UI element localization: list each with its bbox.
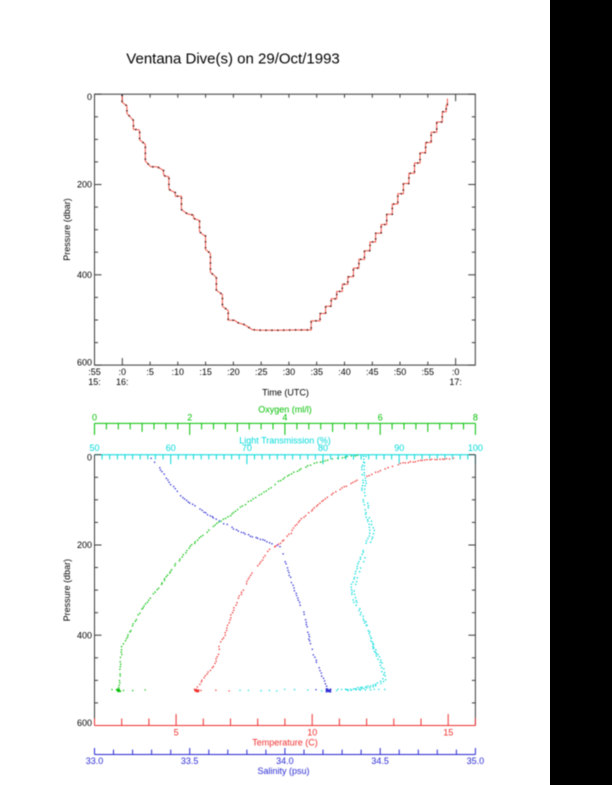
- svg-text:Time (UTC): Time (UTC): [262, 388, 309, 398]
- svg-text::0: :0: [452, 367, 460, 377]
- svg-text::55: :55: [422, 367, 435, 377]
- svg-text:400: 400: [77, 270, 92, 280]
- svg-text:Pressure (dbar): Pressure (dbar): [62, 559, 72, 622]
- svg-text:0: 0: [87, 92, 92, 102]
- svg-text:15:: 15:: [88, 377, 101, 387]
- svg-text:4: 4: [282, 413, 287, 423]
- svg-text:5: 5: [174, 727, 179, 737]
- svg-text:Ventana Dive(s) on 29/Oct/1993: Ventana Dive(s) on 29/Oct/1993: [126, 50, 339, 67]
- svg-text:70: 70: [242, 443, 252, 453]
- svg-text:Pressure (dbar): Pressure (dbar): [62, 198, 72, 261]
- svg-text:6: 6: [378, 413, 383, 423]
- svg-text:60: 60: [166, 443, 176, 453]
- svg-text:90: 90: [394, 443, 404, 453]
- svg-text:8: 8: [473, 413, 478, 423]
- svg-text:100: 100: [468, 443, 483, 453]
- svg-text:50: 50: [89, 443, 99, 453]
- svg-text:17:: 17:: [449, 377, 462, 387]
- svg-text:0: 0: [92, 413, 97, 423]
- svg-text:34.5: 34.5: [371, 756, 389, 766]
- svg-text:2: 2: [187, 413, 192, 423]
- svg-text::45: :45: [366, 367, 379, 377]
- svg-text:10: 10: [307, 727, 317, 737]
- svg-text::50: :50: [394, 367, 407, 377]
- svg-text:34.0: 34.0: [276, 756, 294, 766]
- svg-text::15: :15: [199, 367, 212, 377]
- svg-text::25: :25: [255, 367, 268, 377]
- svg-text:80: 80: [318, 443, 328, 453]
- svg-text::35: :35: [310, 367, 323, 377]
- svg-text:15: 15: [443, 727, 453, 737]
- svg-text::10: :10: [172, 367, 185, 377]
- svg-text:600: 600: [77, 718, 92, 728]
- svg-text:200: 200: [77, 180, 92, 190]
- svg-text:200: 200: [77, 540, 92, 550]
- svg-text:Temperature (C): Temperature (C): [252, 737, 318, 747]
- svg-text:33.5: 33.5: [181, 756, 199, 766]
- svg-text:35.0: 35.0: [467, 756, 485, 766]
- svg-text:600: 600: [77, 358, 92, 368]
- svg-text::0: :0: [119, 367, 127, 377]
- svg-text::30: :30: [283, 367, 296, 377]
- svg-text:400: 400: [77, 630, 92, 640]
- svg-text:Oxygen (ml/l): Oxygen (ml/l): [258, 405, 312, 415]
- svg-text:Salinity (psu): Salinity (psu): [257, 766, 309, 776]
- svg-text:Light Transmission (%): Light Transmission (%): [239, 436, 331, 446]
- svg-text:16:: 16:: [116, 377, 129, 387]
- svg-text::5: :5: [146, 367, 154, 377]
- svg-text::20: :20: [227, 367, 240, 377]
- svg-text::55: :55: [88, 367, 101, 377]
- svg-text:0: 0: [87, 452, 92, 462]
- svg-text::40: :40: [338, 367, 351, 377]
- svg-text:33.0: 33.0: [86, 756, 104, 766]
